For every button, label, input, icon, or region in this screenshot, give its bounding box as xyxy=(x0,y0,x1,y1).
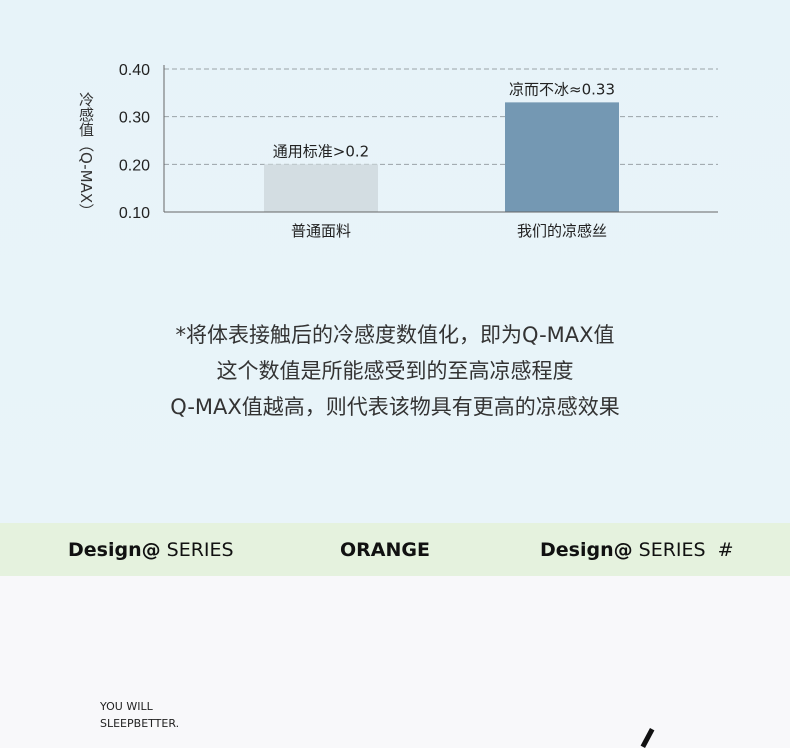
band-right-text: SERIES # xyxy=(632,539,734,561)
y-axis-label: 冷感值（Q-MAX） xyxy=(77,92,95,219)
band-center: ORANGE xyxy=(340,539,430,561)
bar-chart: 0.10 0.20 0.30 0.40 通用标准>0.2 普通面料 凉而不冰≈0.33 我们的… xyxy=(119,62,718,240)
band-left-bold: Design@ xyxy=(68,539,161,561)
chart-section xyxy=(0,0,790,523)
y-tick-label: 0.10 xyxy=(119,205,150,222)
note-line-1: *将体表接触后的冷感度数值化，即为Q-MAX值 xyxy=(175,323,615,347)
tagline-line-1: YOU WILL xyxy=(100,700,153,713)
tagline: YOU WILL SLEEPBETTER. xyxy=(100,698,179,732)
bar xyxy=(505,102,619,212)
x-tick-label: 普通面料 xyxy=(291,222,351,240)
tagline-line-2: SLEEPBETTER. xyxy=(100,717,180,730)
y-tick-label: 0.40 xyxy=(119,62,150,79)
series-band: Design@ SERIES ORANGE Design@ SERIES # xyxy=(0,523,790,576)
band-right-bold: Design@ xyxy=(540,539,633,561)
bar-data-label: 凉而不冰≈0.33 xyxy=(509,80,615,98)
band-left: Design@ SERIES xyxy=(68,539,234,561)
decorative-stroke xyxy=(640,727,655,748)
note-line-3: Q-MAX值越高，则代表该物具有更高的凉感效果 xyxy=(170,395,620,419)
x-tick-label: 我们的凉感丝 xyxy=(517,222,607,240)
bar-data-label: 通用标准>0.2 xyxy=(273,142,369,160)
y-tick-label: 0.20 xyxy=(119,157,150,174)
band-right: Design@ SERIES # xyxy=(540,539,734,561)
bar xyxy=(264,164,378,212)
band-left-text: SERIES xyxy=(160,539,234,561)
note-line-2: 这个数值是所能感受到的至高凉感程度 xyxy=(216,359,574,383)
y-tick-label: 0.30 xyxy=(119,110,150,127)
